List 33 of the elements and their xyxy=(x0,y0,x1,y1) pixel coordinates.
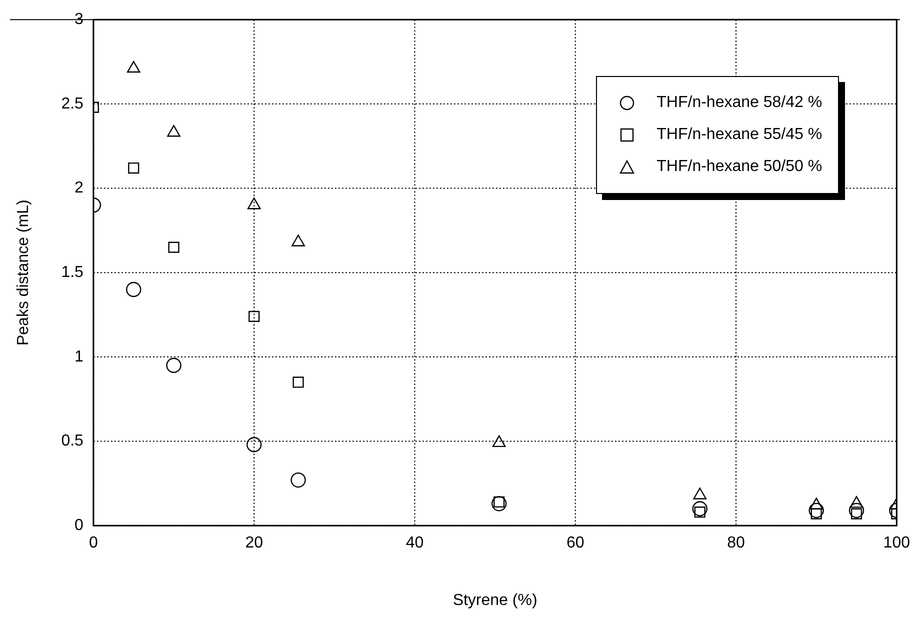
point xyxy=(248,310,260,322)
point xyxy=(126,60,140,73)
x-tick-label: 40 xyxy=(406,534,424,552)
point xyxy=(167,125,180,137)
legend-label: THF/n-hexane 55/45 % xyxy=(656,126,822,144)
legend-label: THF/n-hexane 50/50 % xyxy=(656,158,822,176)
x-tick-label: 80 xyxy=(727,534,746,552)
point xyxy=(168,242,180,253)
y-tick-label: 1.5 xyxy=(61,264,84,282)
point xyxy=(491,496,507,512)
y-tick-label: 1 xyxy=(74,348,84,366)
y-axis-title: Peaks distance (mL) xyxy=(15,200,32,346)
x-tick-label: 60 xyxy=(566,534,584,552)
point xyxy=(166,358,182,373)
y-tick-label: 0.5 xyxy=(61,432,84,450)
point xyxy=(292,234,305,246)
y-tick-label: 0 xyxy=(74,517,84,534)
x-axis-title: Styrene (%) xyxy=(452,592,538,609)
x-tick-label: 100 xyxy=(883,534,910,552)
point xyxy=(128,162,140,174)
legend-label: THF/n-hexane 58/42 % xyxy=(656,94,822,112)
point xyxy=(247,198,261,210)
y-tick-label: 2 xyxy=(74,180,84,197)
point xyxy=(848,502,864,518)
y-tick-label: 2.5 xyxy=(61,95,84,112)
point xyxy=(246,437,262,452)
x-tick-label: 20 xyxy=(245,534,264,552)
point xyxy=(808,502,824,518)
x-tick-label: 0 xyxy=(88,534,98,552)
point xyxy=(292,376,304,388)
point xyxy=(692,501,708,516)
point xyxy=(290,472,306,488)
point xyxy=(126,282,142,298)
